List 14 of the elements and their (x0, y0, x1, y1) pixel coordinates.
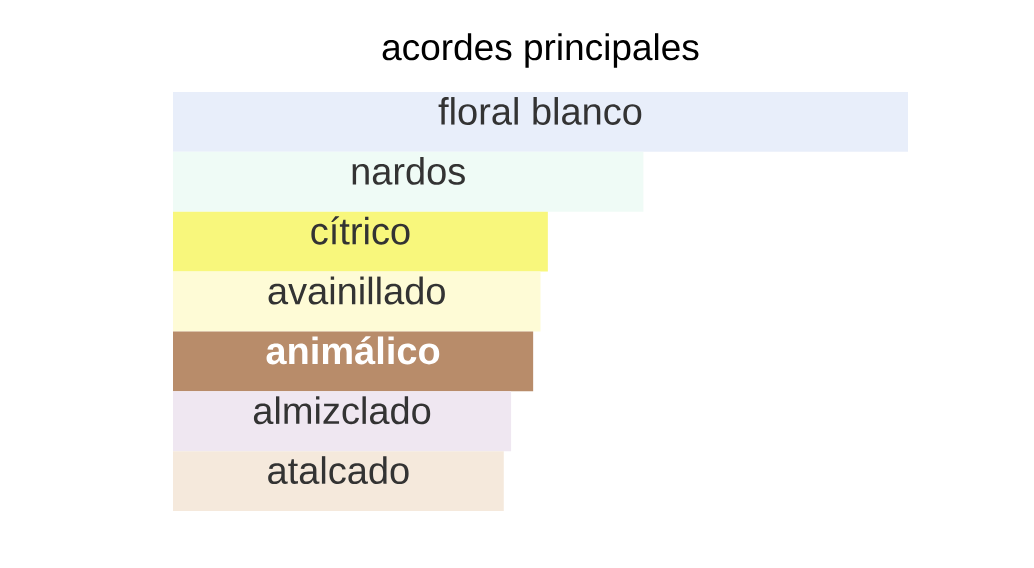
y-tick-label: avainillado (268, 276, 445, 305)
y-tick-label: nardos (352, 156, 465, 185)
y-tick-label: cítrico (311, 216, 410, 245)
y-tick-label: atalcado (268, 456, 409, 485)
y-tick-label: animálico (266, 336, 440, 365)
bar (173, 211, 548, 272)
bar (173, 391, 512, 452)
chart-title: acordes principales (382, 33, 699, 68)
bar (173, 451, 504, 511)
y-tick-label: floral blanco (438, 97, 642, 125)
bar (173, 331, 534, 392)
y-tick-label: almizclado (253, 396, 431, 425)
bar (173, 271, 541, 332)
bar (173, 151, 644, 212)
